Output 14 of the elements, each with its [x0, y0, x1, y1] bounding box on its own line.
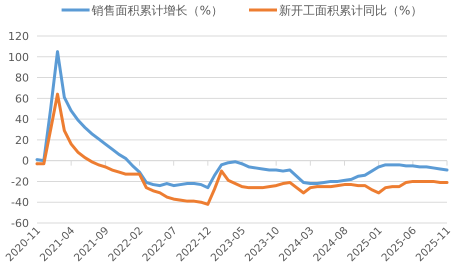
y-tick-label: -40 [11, 196, 29, 210]
y-tick-label: 20 [15, 134, 29, 147]
y-tick-label: -20 [11, 175, 29, 188]
line-series [36, 50, 448, 190]
y-tick-label: 100 [8, 50, 29, 64]
legend-label: 销售面积累计增长（%） [90, 4, 223, 18]
legend-label: 新开工面积累计同比（%） [279, 4, 422, 18]
y-tick-label: 80 [15, 72, 29, 85]
y-tick-label: 0 [22, 154, 29, 168]
y-tick-label: 60 [15, 92, 29, 106]
y-tick-label: 40 [15, 113, 29, 126]
line-series [36, 92, 448, 206]
y-tick-label: -60 [11, 217, 29, 230]
y-tick-label: 120 [8, 30, 29, 43]
